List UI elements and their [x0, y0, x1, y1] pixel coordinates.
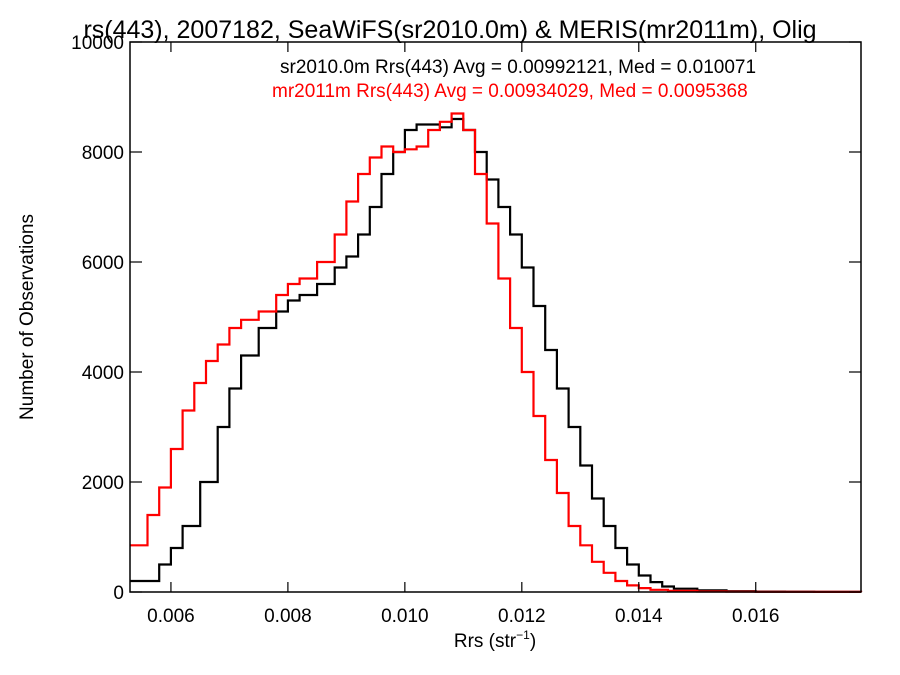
series-layer: [130, 112, 863, 593]
x-tick-label: 0.010: [381, 606, 429, 627]
tick-layer: 0.006 0.008 0.010 0.012 0.014 0.016 0 2000 4000 6…: [71, 33, 861, 627]
y-axis-label: Number of Observations: [17, 214, 38, 420]
y-tick-label: 10000: [71, 33, 124, 54]
x-tick-label: 0.006: [147, 606, 195, 627]
y-tick-label: 8000: [82, 143, 124, 164]
x-tick-label: 0.016: [732, 606, 780, 627]
legend-entry-sr2010: sr2010.0m Rrs(443) Avg = 0.00992121, Med…: [280, 57, 756, 78]
x-axis-label-close: ): [530, 631, 536, 652]
legend-entry-mr2011: mr2011m Rrs(443) Avg = 0.00934029, Med =…: [272, 81, 748, 102]
x-tick-label: 0.014: [615, 606, 663, 627]
x-axis-label-main: Rrs (str: [454, 631, 517, 652]
y-tick-label: 6000: [82, 253, 124, 274]
x-axis-label: Rrs (str−1): [454, 628, 536, 652]
x-tick-label: 0.008: [264, 606, 312, 627]
x-tick-label: 0.012: [498, 606, 546, 627]
y-tick-label: 4000: [82, 363, 124, 384]
y-tick-label: 2000: [82, 473, 124, 494]
series-line-mr2011m: [130, 112, 863, 593]
y-tick-label: 0: [113, 583, 124, 604]
chart-title: rs(443), 2007182, SeaWiFS(sr2010.0m) & M…: [83, 16, 816, 44]
series-line-sr2010-0m: [130, 117, 863, 593]
plot-frame: [129, 41, 862, 593]
x-axis-label-superscript: −1: [516, 628, 530, 642]
